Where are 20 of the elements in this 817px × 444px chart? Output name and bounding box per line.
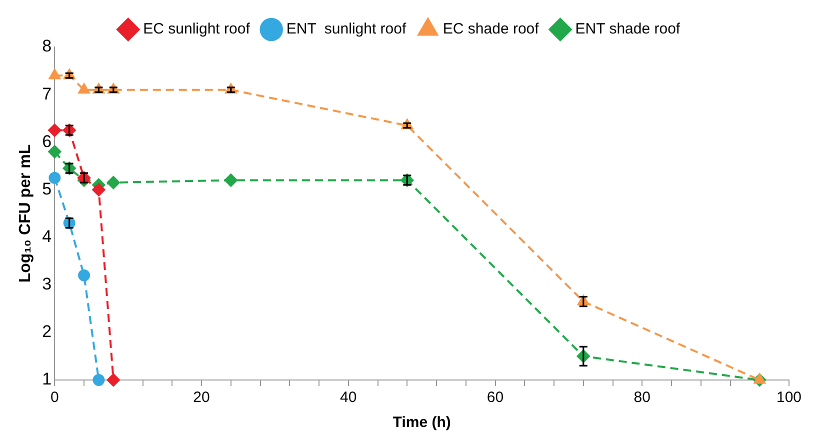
x-tick-label: 60 bbox=[486, 389, 504, 406]
y-tick-label: 7 bbox=[42, 84, 52, 104]
y-axis-title: Log₁₀ CFU per mL bbox=[17, 144, 34, 283]
x-tick-label: 40 bbox=[340, 389, 357, 406]
y-tick-label: 3 bbox=[42, 274, 52, 294]
y-tick-label: 1 bbox=[42, 370, 52, 389]
x-tick-label: 80 bbox=[634, 389, 650, 406]
legend-label: ENT shade roof bbox=[575, 20, 681, 38]
legend-label: EC sunlight roof bbox=[143, 20, 251, 38]
y-tick-label: 6 bbox=[42, 132, 52, 151]
y-tick-label: 2 bbox=[42, 322, 52, 342]
x-tick-label: 0 bbox=[50, 389, 59, 406]
x-axis-title: Time (h) bbox=[392, 414, 451, 432]
legend-label: ENT sunlight roof bbox=[286, 20, 407, 38]
y-tick-label: 4 bbox=[42, 226, 52, 246]
x-tick-label: 100 bbox=[776, 389, 802, 406]
y-tick-label: 8 bbox=[42, 36, 52, 56]
x-tick-label: 20 bbox=[193, 389, 210, 406]
y-tick-label: 5 bbox=[42, 179, 52, 198]
legend-label: EC shade roof bbox=[442, 20, 540, 38]
